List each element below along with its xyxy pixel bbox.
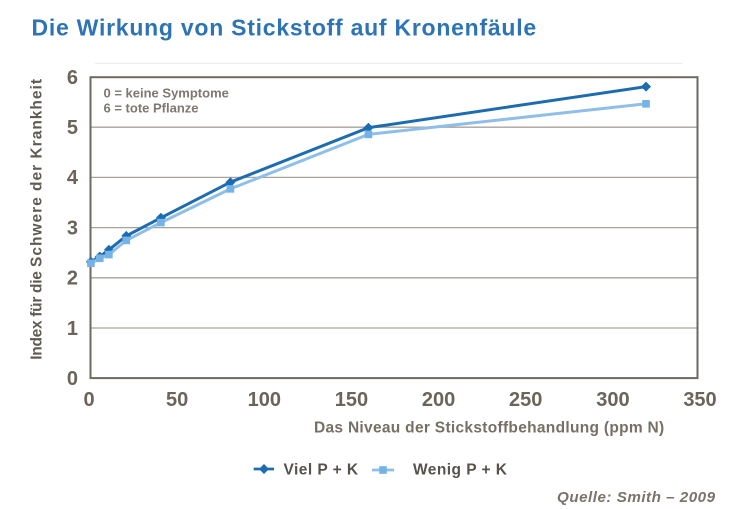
svg-text:Quelle: Smith – 2009: Quelle: Smith – 2009 xyxy=(557,489,716,506)
svg-text:Die Wirkung von Stickstoff auf: Die Wirkung von Stickstoff auf Kronenfäu… xyxy=(32,14,537,40)
svg-text:6 = tote Pflanze: 6 = tote Pflanze xyxy=(104,101,199,116)
svg-text:3: 3 xyxy=(67,217,78,239)
svg-text:4: 4 xyxy=(67,167,79,189)
svg-text:2: 2 xyxy=(67,268,78,290)
svg-text:0: 0 xyxy=(67,368,78,390)
svg-text:Index für die: Index für die xyxy=(29,271,46,360)
svg-text:1: 1 xyxy=(67,318,78,340)
svg-text:50: 50 xyxy=(166,389,188,411)
svg-text:Viel P + K: Viel P + K xyxy=(284,462,359,479)
svg-text:0 = keine Symptome: 0 = keine Symptome xyxy=(104,86,229,101)
svg-text:Wenig P + K: Wenig P + K xyxy=(413,462,508,479)
svg-text:350: 350 xyxy=(683,389,716,411)
svg-text:Schwere der Krankheit: Schwere der Krankheit xyxy=(29,78,46,267)
svg-text:150: 150 xyxy=(335,389,368,411)
svg-text:100: 100 xyxy=(248,389,281,411)
svg-text:200: 200 xyxy=(422,389,455,411)
svg-text:250: 250 xyxy=(509,389,542,411)
svg-text:300: 300 xyxy=(596,389,629,411)
svg-text:6: 6 xyxy=(67,67,78,89)
svg-text:5: 5 xyxy=(67,117,78,139)
svg-text:Das Niveau der Stickstoffbehan: Das Niveau der Stickstoffbehandlung (ppm… xyxy=(314,420,665,437)
svg-text:0: 0 xyxy=(83,389,94,411)
